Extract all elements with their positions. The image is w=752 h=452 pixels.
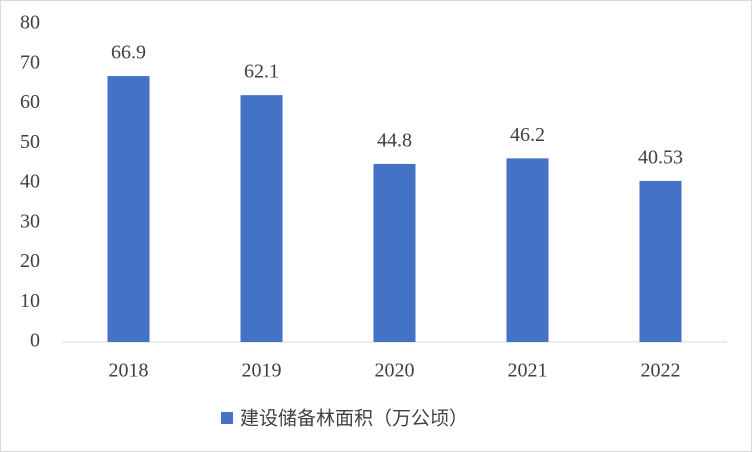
- y-tick-label: 40: [20, 171, 40, 193]
- data-label: 62.1: [244, 61, 279, 83]
- y-tick-label: 10: [20, 290, 40, 312]
- bar: [639, 180, 682, 342]
- data-label: 40.53: [638, 146, 683, 168]
- data-label: 44.8: [377, 130, 412, 152]
- bar: [240, 95, 283, 342]
- x-tick-label: 2018: [109, 360, 149, 382]
- x-tick-label: 2020: [375, 360, 415, 382]
- x-tick-label: 2021: [508, 360, 548, 382]
- y-tick-label: 0: [30, 330, 40, 352]
- y-tick-label: 60: [20, 91, 40, 113]
- x-tick-label: 2022: [641, 360, 681, 382]
- data-label: 66.9: [111, 42, 146, 64]
- bar: [373, 163, 416, 342]
- legend-label: 建设储备林面积（万公顷）: [240, 408, 468, 430]
- bar: [506, 158, 549, 342]
- x-tick-label: 2019: [242, 360, 282, 382]
- y-tick-label: 70: [20, 51, 40, 73]
- y-tick-label: 30: [20, 210, 40, 232]
- data-label: 46.2: [510, 124, 545, 146]
- legend-swatch: [221, 412, 233, 424]
- bar: [107, 76, 150, 342]
- y-tick-label: 80: [20, 12, 40, 34]
- y-tick-label: 20: [20, 250, 40, 272]
- y-tick-label: 50: [20, 131, 40, 153]
